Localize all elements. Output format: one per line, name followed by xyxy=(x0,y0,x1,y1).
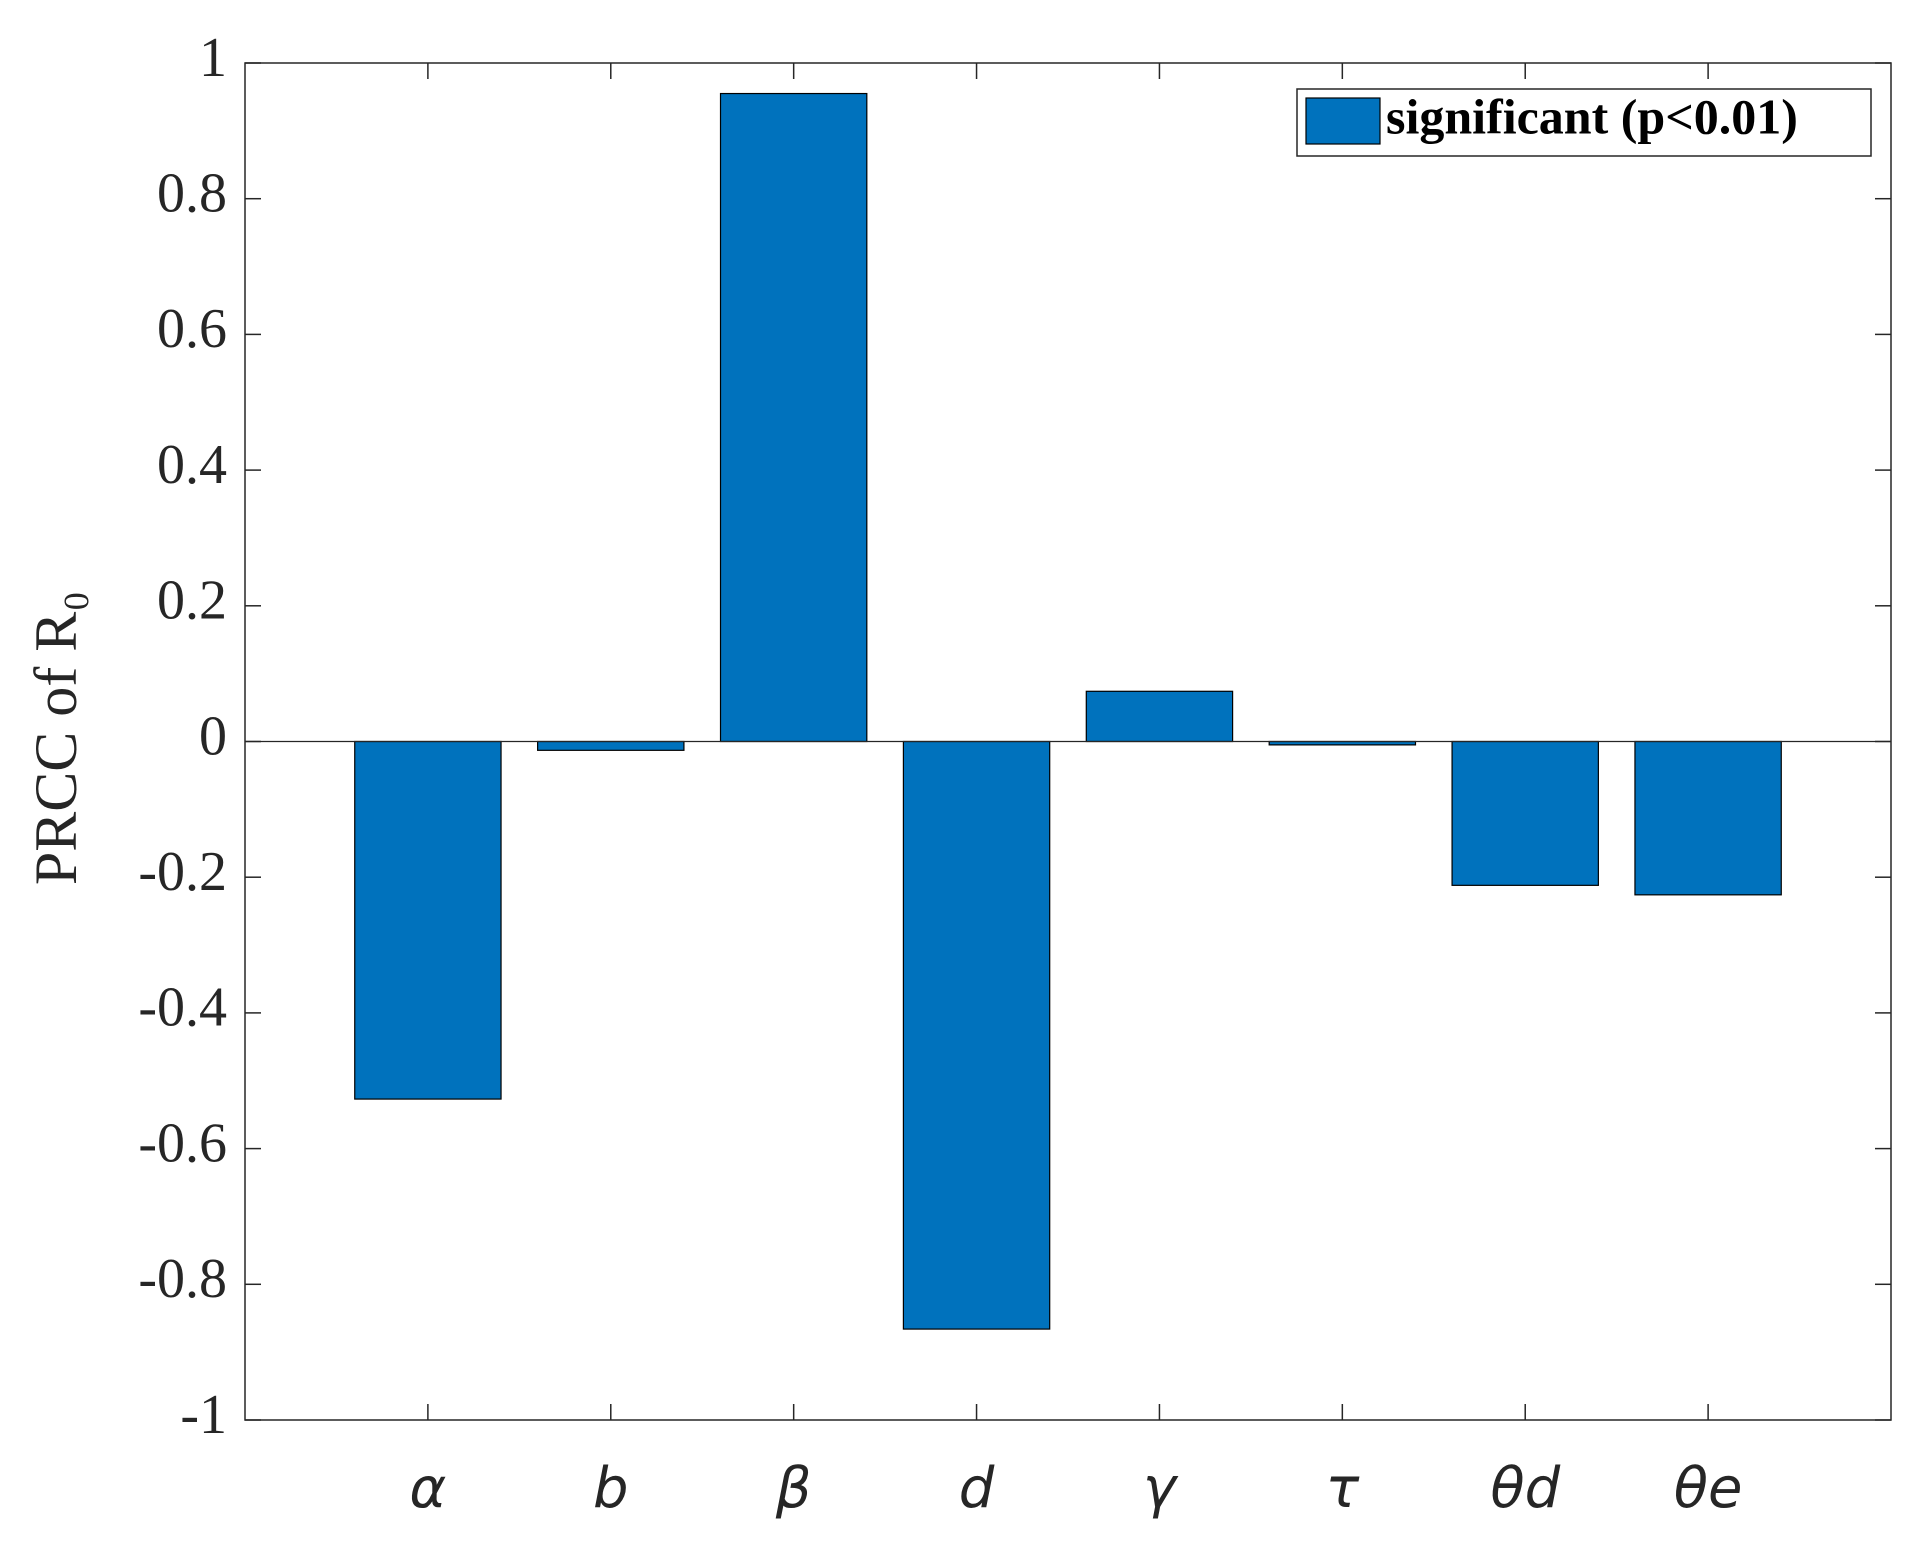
y-tick-label: -0.2 xyxy=(138,841,227,903)
y-tick-label: 0.8 xyxy=(157,163,227,225)
y-tick-label: 1 xyxy=(199,27,227,89)
bar xyxy=(719,92,868,743)
y-tick-label: 0.6 xyxy=(157,298,227,360)
bar xyxy=(1451,740,1599,886)
y-tick-label: 0.4 xyxy=(157,434,227,496)
legend-swatch xyxy=(1305,97,1381,145)
y-tick-label: -1 xyxy=(180,1384,227,1446)
bar xyxy=(1634,740,1782,896)
y-tick-label: 0 xyxy=(199,705,227,767)
x-tick-label: θd xyxy=(1490,1456,1560,1521)
bar xyxy=(354,740,502,1100)
y-tick-label: -0.4 xyxy=(138,977,227,1039)
x-tick-label: γ xyxy=(1143,1456,1179,1521)
bar xyxy=(1085,690,1234,743)
bar xyxy=(537,740,685,751)
y-tick-label: -0.8 xyxy=(138,1248,227,1310)
x-tick-label: b xyxy=(593,1456,629,1521)
y-axis-label: PRCC of R₀ xyxy=(23,591,89,885)
legend-box xyxy=(1296,88,1872,157)
y-tick-label: -0.6 xyxy=(138,1112,227,1174)
x-tick-label: d xyxy=(959,1456,995,1521)
x-tick-label: β xyxy=(775,1456,812,1521)
x-tick-label: τ xyxy=(1325,1456,1359,1521)
y-tick-label: 0.2 xyxy=(157,570,227,632)
x-tick-label: α xyxy=(409,1456,446,1521)
bar xyxy=(902,740,1051,1330)
legend-label: significant (p<0.01) xyxy=(1386,88,1798,144)
x-tick-label: θe xyxy=(1674,1456,1743,1521)
